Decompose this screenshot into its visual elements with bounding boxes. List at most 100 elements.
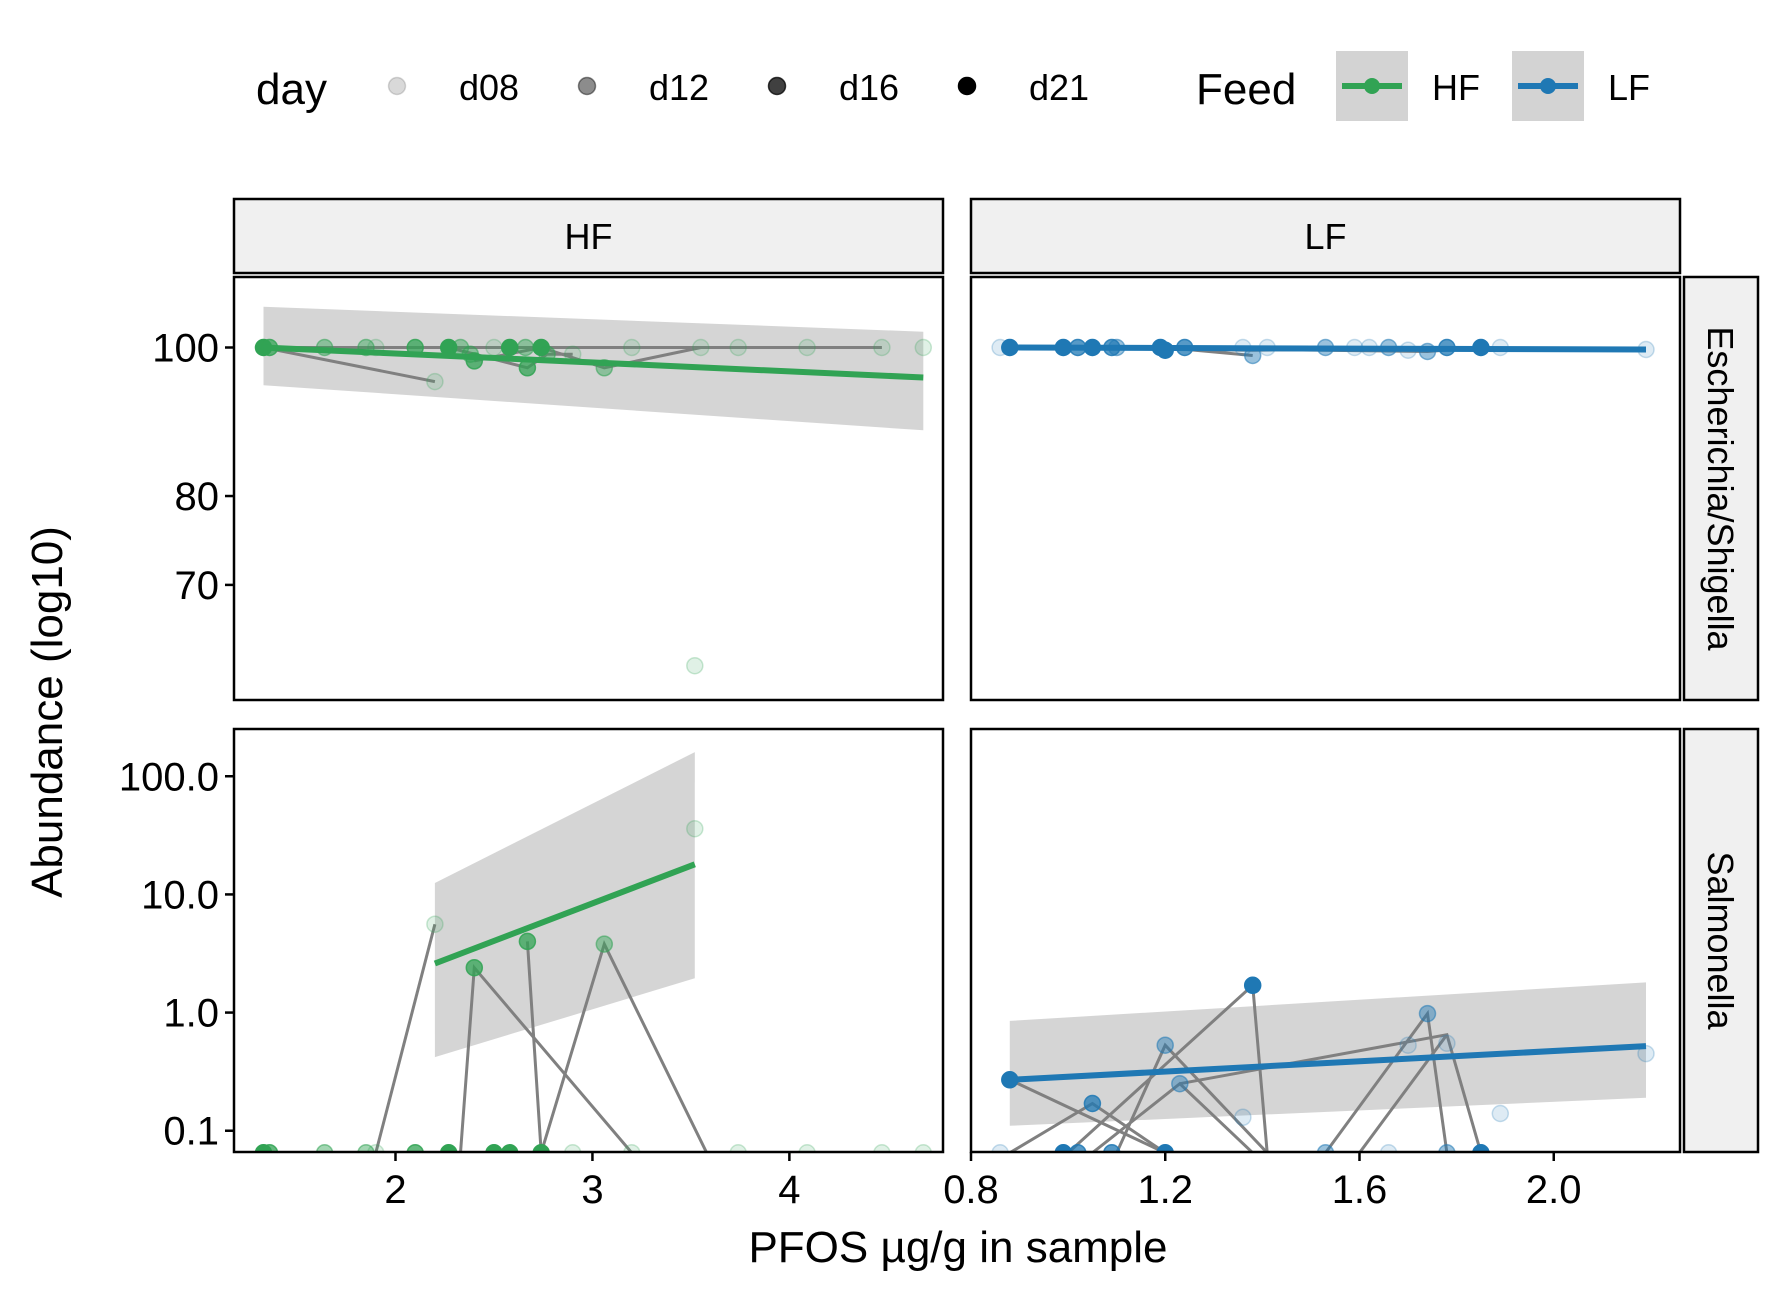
- y-tick-label: 100: [152, 327, 219, 371]
- data-point-d12: [1438, 1144, 1456, 1152]
- x-tick-label: 2.0: [1526, 1168, 1582, 1212]
- data-point-d08: [623, 1144, 641, 1152]
- data-point-d08: [914, 1144, 933, 1152]
- legend-day-title: day: [256, 65, 327, 114]
- y-axis-title: Abundance (log10): [23, 526, 72, 898]
- facet-panels: [232, 275, 1682, 1154]
- panel-plot-area: [991, 338, 1655, 365]
- data-point-d08: [1379, 1144, 1398, 1152]
- data-point-d12: [595, 935, 614, 953]
- data-point-d08: [686, 819, 704, 838]
- trajectory-line: [1009, 1078, 1166, 1152]
- x-axis-title: PFOS µg/g in sample: [748, 1223, 1167, 1272]
- data-point-d08: [1399, 1036, 1417, 1054]
- legend-feed-title: Feed: [1196, 65, 1296, 114]
- panel-lf-escherichia-shigella: [969, 275, 1682, 702]
- data-point-d08: [623, 338, 641, 357]
- legend-day-label-d21: d21: [1029, 67, 1089, 108]
- data-point-d21: [500, 1144, 519, 1152]
- x-tick-label: 4: [778, 1168, 800, 1212]
- trajectory-line: [263, 346, 436, 384]
- data-point-d21: [1243, 976, 1262, 995]
- data-point-d16: [1069, 1144, 1087, 1152]
- x-tick-label: 1.6: [1332, 1168, 1388, 1212]
- data-point-d16: [465, 958, 484, 977]
- trajectory-line: [1115, 1042, 1269, 1152]
- data-point-d08: [563, 1144, 582, 1152]
- panel-border: [232, 275, 945, 702]
- data-point-d16: [260, 1144, 279, 1152]
- regression-line: [1009, 1043, 1647, 1083]
- confidence-ribbon: [1009, 982, 1646, 1126]
- legend-day-key-d21: [957, 76, 977, 96]
- data-point-d21: [439, 1144, 458, 1152]
- panel-plot-area: [254, 752, 933, 1152]
- strip-top-lf: [969, 197, 1682, 275]
- data-point-d21: [532, 338, 550, 357]
- strip-right-salmonella: [1682, 727, 1760, 1154]
- data-point-d12: [1156, 1036, 1174, 1054]
- legend-day-key-d12: [577, 76, 597, 96]
- data-point-d08: [1491, 1104, 1510, 1123]
- data-point-d08: [798, 1144, 816, 1152]
- y-tick-label: 70: [175, 564, 220, 608]
- data-point-d21: [1156, 1144, 1174, 1152]
- panel-border: [969, 275, 1682, 702]
- data-point-d08: [798, 338, 816, 357]
- panel-lf-salmonella: [969, 727, 1682, 1154]
- data-point-d08: [426, 915, 444, 933]
- data-point-d08: [873, 1144, 891, 1152]
- legend-feed-key-point-lf: [1540, 78, 1556, 94]
- regression-line: [433, 861, 696, 967]
- trajectory-line: [374, 923, 437, 1152]
- data-point-d08: [485, 338, 503, 357]
- regression-line: [1009, 344, 1647, 353]
- data-point-d08: [914, 338, 933, 357]
- strip-top-hf: [232, 197, 945, 275]
- regression-line: [263, 344, 924, 381]
- data-point-d12: [1316, 1144, 1335, 1152]
- data-point-d12: [516, 338, 535, 357]
- data-point-d08: [692, 338, 710, 357]
- data-point-d08: [729, 338, 747, 357]
- data-point-d08: [426, 372, 444, 391]
- legend-day-label-d08: d08: [459, 67, 519, 108]
- panel-plot-area: [991, 976, 1655, 1152]
- data-point-d21: [500, 338, 519, 357]
- trajectory-line: [525, 940, 708, 1152]
- strip-right-escherichia-shigella: [1682, 275, 1760, 702]
- data-point-d08: [686, 656, 704, 675]
- confidence-ribbon: [434, 752, 695, 1058]
- x-tick-label: 3: [581, 1168, 603, 1212]
- data-point-d12: [315, 1144, 334, 1152]
- y-tick-label: 10.0: [141, 873, 219, 917]
- data-point-d21: [1054, 1144, 1073, 1152]
- panel-border: [969, 727, 1682, 1154]
- legend-day-label-d12: d12: [649, 67, 709, 108]
- x-tick-label: 2: [384, 1168, 406, 1212]
- data-point-d16: [1083, 1094, 1102, 1113]
- data-point-d08: [991, 1144, 1009, 1152]
- strip-label-escherichia-shigella: Escherichia/Shigella: [1700, 326, 1741, 651]
- legend-feed-key-point-hf: [1364, 78, 1380, 94]
- strip-label-salmonella: Salmonella: [1700, 851, 1741, 1030]
- data-point-d16: [518, 932, 537, 951]
- strip-label-hf: HF: [565, 216, 613, 257]
- data-point-d12: [357, 1144, 375, 1152]
- axes: 2 3 4 0.8 1.2 1.6 2.0 70 80 100 0.1 1.0 10.0 100.0: [119, 327, 1582, 1213]
- facet-strips: HF LF Escherichia/Shigella Salmonella: [232, 197, 1760, 1154]
- x-tick-label: 0.8: [943, 1168, 999, 1212]
- data-point-d08: [729, 1144, 747, 1152]
- data-point-d12: [1171, 1074, 1189, 1093]
- data-point-d21: [1472, 1144, 1490, 1152]
- trajectory-line: [1358, 1033, 1449, 1152]
- y-tick-label: 100.0: [119, 755, 219, 799]
- data-point-d08: [367, 1144, 385, 1152]
- legend-day-key-d08: [387, 76, 407, 96]
- data-point-d21: [485, 1144, 503, 1152]
- panel-border: [232, 727, 945, 1154]
- data-point-d21: [532, 1144, 550, 1152]
- x-tick-label: 1.2: [1137, 1168, 1193, 1212]
- data-point-d08: [1637, 1044, 1655, 1063]
